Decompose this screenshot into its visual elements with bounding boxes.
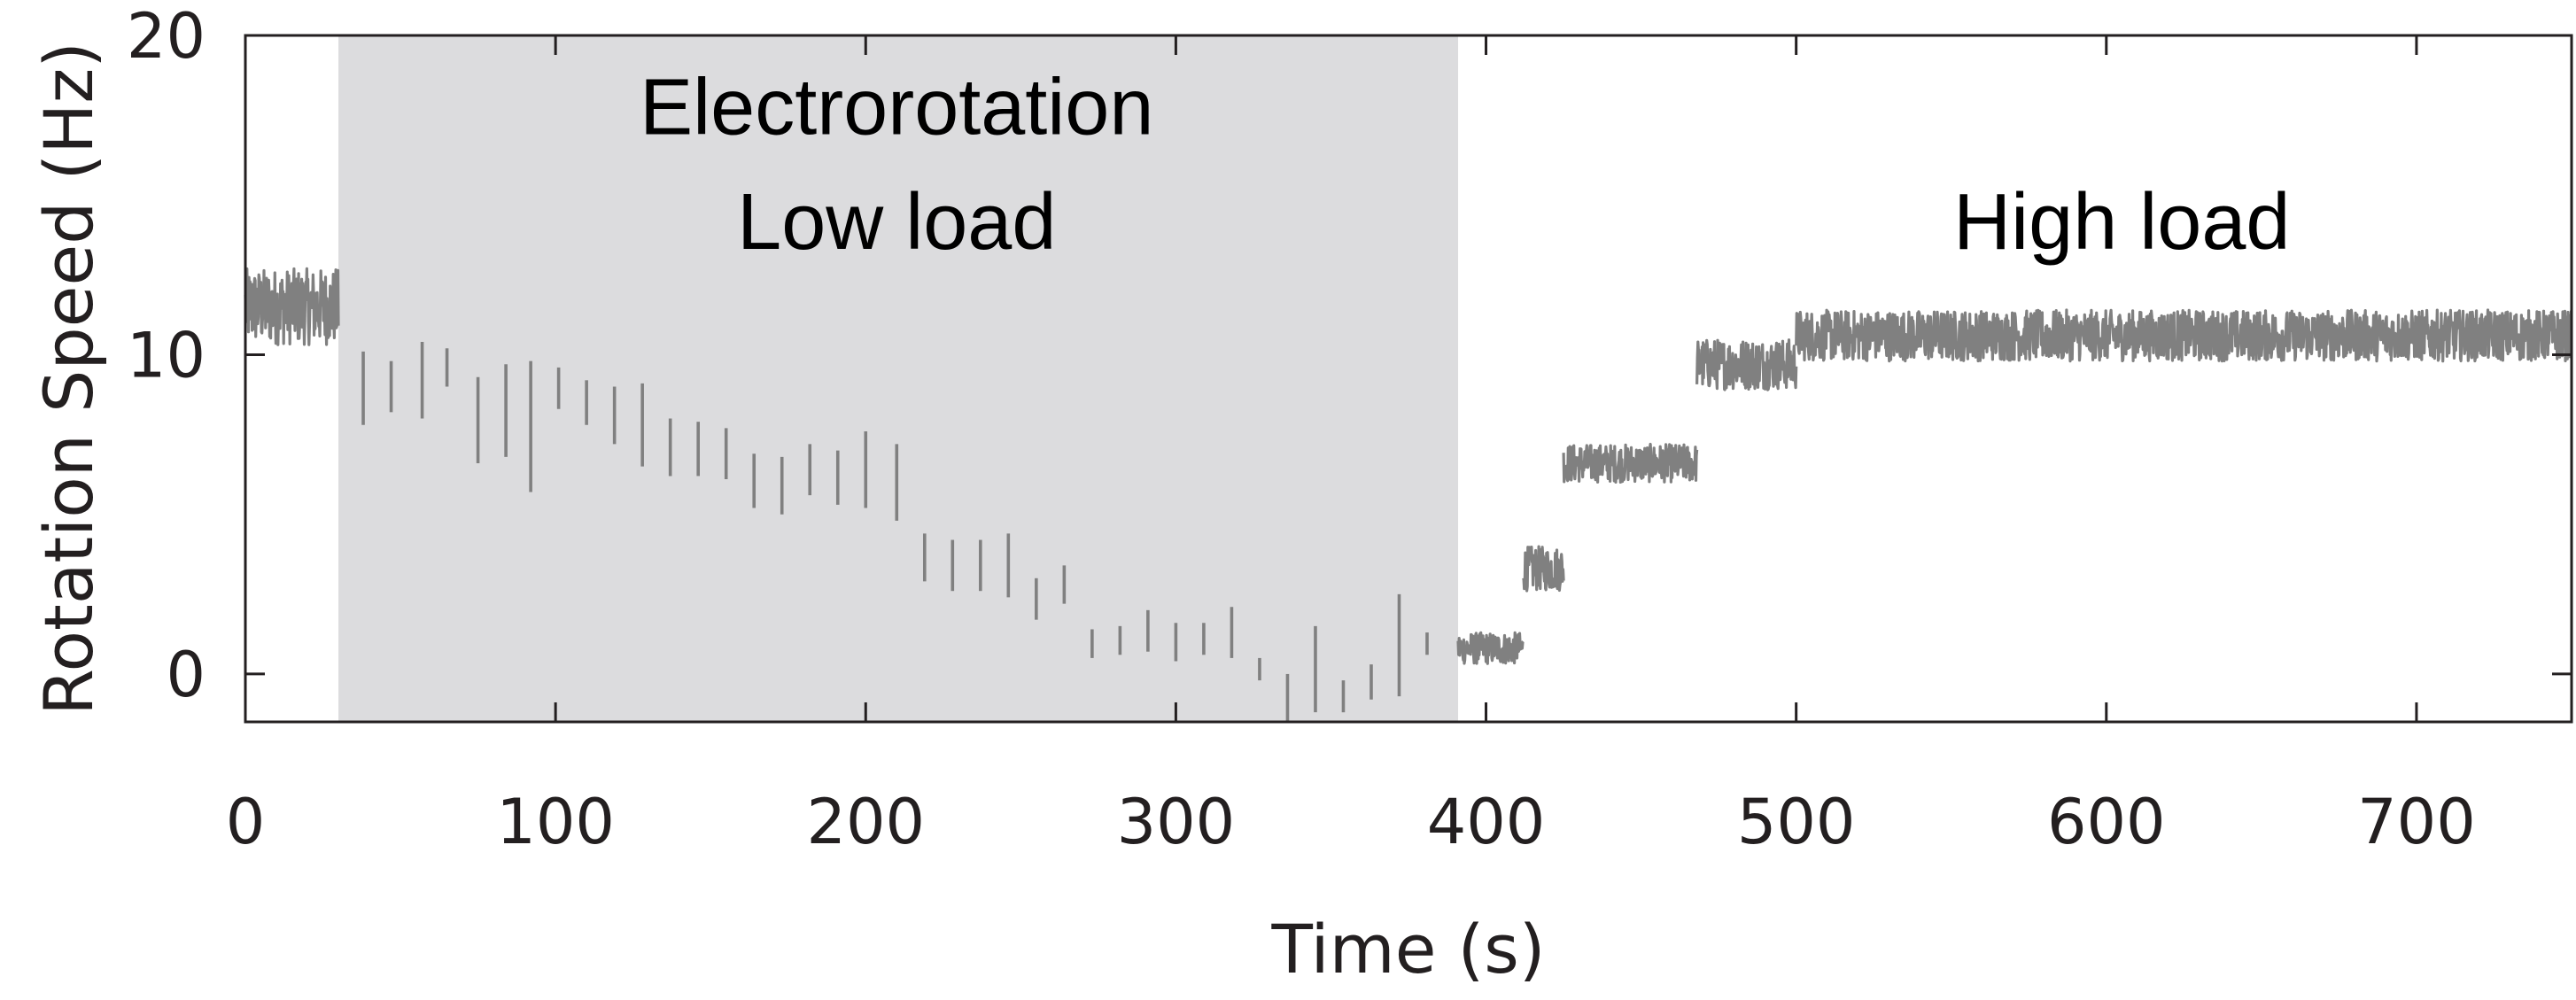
series-segment-4 [1695, 338, 1798, 391]
annotation-low-load: Low load [737, 178, 1056, 267]
y-axis-title: Rotation Speed (Hz) [29, 42, 108, 716]
series-segment-2 [1522, 545, 1565, 593]
axes-layer: 0 100 200 300 400 500 600 700 0 10 20 [127, 0, 2573, 858]
series-segment-1 [1456, 631, 1525, 665]
y-tick-label-0: 0 [166, 639, 206, 711]
series-layer [244, 267, 2573, 722]
series-segment-3 [1562, 442, 1699, 484]
x-tick-label-600: 600 [2047, 786, 2166, 858]
x-tick-label-400: 400 [1427, 786, 1546, 858]
x-tick-label-200: 200 [806, 786, 925, 858]
x-axis-title: Time (s) [1270, 910, 1545, 988]
y-tick-label-20: 20 [127, 0, 206, 73]
y-tick-label-10: 10 [127, 319, 206, 391]
series-segment-5 [1795, 308, 2573, 363]
x-tick-label-700: 700 [2357, 786, 2476, 858]
annotation-electrorotation: Electrorotation [640, 63, 1153, 151]
shaded-region-layer [338, 35, 1459, 722]
x-tick-label-0: 0 [226, 786, 266, 858]
x-tick-label-500: 500 [1737, 786, 1856, 858]
plot-frame [244, 34, 2573, 724]
annotation-high-load: High load [1953, 178, 2290, 267]
x-tick-label-100: 100 [496, 786, 615, 858]
x-tick-label-300: 300 [1117, 786, 1236, 858]
series-segment-0 [244, 267, 340, 346]
shaded-region [338, 35, 1459, 722]
annotation-layer: Electrorotation Low load High load [640, 63, 2290, 267]
